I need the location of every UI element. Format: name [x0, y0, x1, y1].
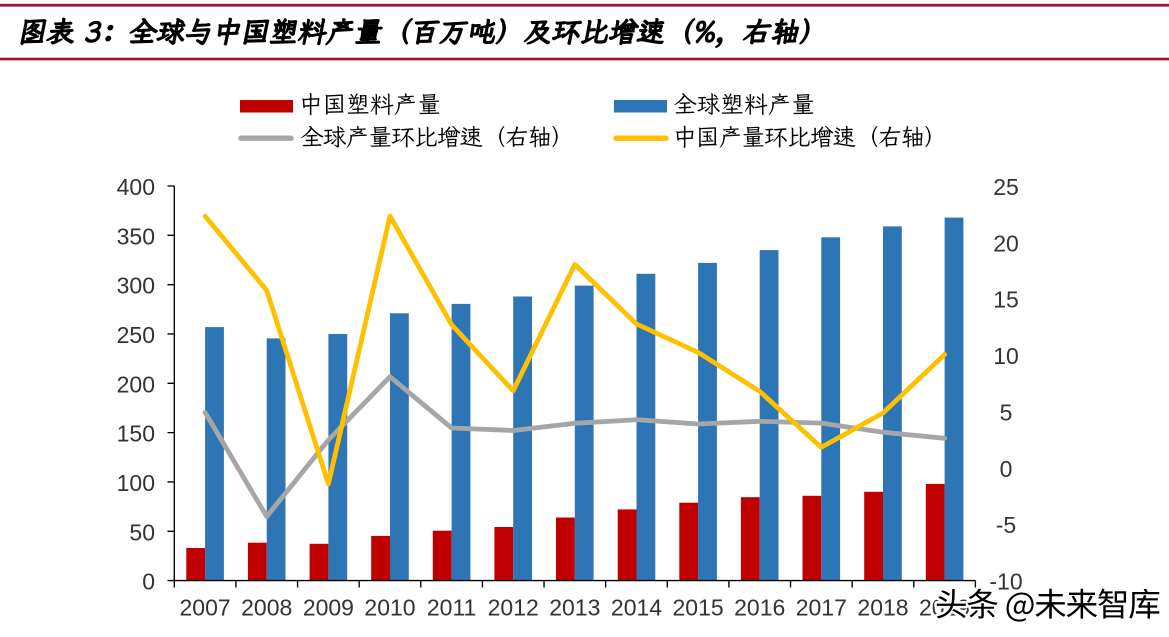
svg-text:100: 100 — [117, 470, 155, 496]
svg-text:350: 350 — [117, 223, 155, 249]
svg-text:15: 15 — [993, 287, 1019, 313]
svg-text:2016: 2016 — [734, 594, 785, 620]
svg-text:50: 50 — [129, 519, 155, 545]
svg-text:0: 0 — [1000, 456, 1013, 482]
svg-text:2014: 2014 — [611, 594, 662, 620]
svg-text:25: 25 — [993, 174, 1019, 200]
svg-text:2009: 2009 — [303, 594, 354, 620]
svg-text:2013: 2013 — [549, 594, 600, 620]
svg-text:2017: 2017 — [796, 594, 847, 620]
svg-text:5: 5 — [1000, 400, 1013, 426]
svg-text:-10: -10 — [989, 569, 1022, 595]
svg-text:2007: 2007 — [180, 594, 231, 620]
svg-text:200: 200 — [117, 371, 155, 397]
svg-text:20: 20 — [993, 230, 1019, 256]
svg-text:2012: 2012 — [488, 594, 539, 620]
svg-text:300: 300 — [117, 273, 155, 299]
svg-text:-5: -5 — [996, 512, 1016, 538]
svg-text:10: 10 — [993, 343, 1019, 369]
svg-text:0: 0 — [142, 569, 155, 595]
svg-text:2010: 2010 — [364, 594, 415, 620]
svg-text:2008: 2008 — [241, 594, 292, 620]
svg-text:400: 400 — [117, 174, 155, 200]
svg-text:2011: 2011 — [427, 594, 476, 620]
svg-text:2015: 2015 — [673, 594, 724, 620]
svg-text:2018: 2018 — [857, 594, 908, 620]
svg-text:250: 250 — [117, 322, 155, 348]
svg-text:150: 150 — [117, 421, 155, 447]
